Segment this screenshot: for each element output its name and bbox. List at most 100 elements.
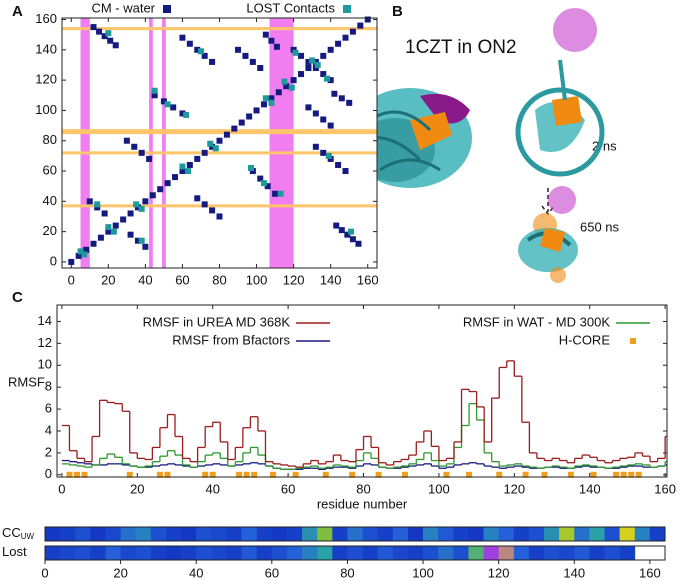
heat-cell: [407, 546, 424, 560]
contact-point: [288, 84, 295, 91]
contact-point: [327, 122, 334, 129]
core-marker: [590, 471, 597, 478]
contact-point: [170, 104, 177, 111]
contact-point: [248, 165, 254, 171]
y-tick-label: 0: [45, 466, 52, 481]
contact-point: [305, 58, 312, 65]
heat-cell: [241, 527, 258, 541]
core-marker: [628, 471, 635, 478]
heat-cell: [574, 546, 590, 560]
core-marker: [156, 471, 163, 478]
x-tick-label: 40: [205, 481, 219, 496]
contact-point: [194, 46, 201, 53]
heat-cell: [241, 546, 258, 560]
core-marker: [209, 471, 216, 478]
contact-point: [298, 71, 305, 78]
contact-point: [164, 101, 171, 108]
contact-point: [260, 101, 267, 108]
heat-cell: [286, 527, 303, 541]
x-tick-label: 60: [175, 272, 189, 287]
contact-point: [112, 222, 119, 229]
contact-point: [335, 161, 342, 168]
contact-point: [83, 246, 90, 253]
rmsf-step-riser: [68, 360, 666, 468]
heat-cell: [377, 546, 394, 560]
heat-cell: [256, 527, 273, 541]
contact-point: [142, 198, 149, 205]
contact-point: [342, 168, 349, 175]
contact-point: [179, 110, 186, 117]
contact-point: [123, 137, 130, 144]
contact-point: [131, 143, 138, 150]
x-tick-label: 140: [579, 481, 601, 496]
contact-point: [246, 113, 253, 120]
core-marker: [613, 471, 620, 478]
contact-point: [349, 28, 356, 35]
plot-frame: [56, 304, 668, 478]
contact-point: [94, 204, 101, 211]
contact-point: [338, 95, 345, 102]
heat-cell: [75, 546, 91, 560]
y-tick-label: 100: [35, 102, 57, 117]
heat-cell: [468, 546, 484, 560]
heat-cell: [165, 546, 182, 560]
core-marker: [164, 471, 171, 478]
contact-point: [357, 22, 364, 29]
contact-point: [249, 168, 256, 175]
contact-point: [290, 46, 297, 53]
y-tick-label: 160: [35, 11, 57, 26]
x-tick-label: 100: [246, 272, 268, 287]
contact-point: [312, 58, 319, 65]
contact-point: [264, 183, 271, 190]
x-tick-label: 160: [639, 565, 661, 580]
contact-point: [292, 49, 299, 56]
contact-point: [138, 149, 145, 156]
contact-point: [107, 37, 114, 44]
heat-cell: [317, 527, 333, 541]
x-tick-label: 60: [281, 481, 295, 496]
y-tick-label: 20: [43, 223, 57, 238]
contact-point: [320, 52, 327, 59]
heat-cell: [513, 527, 530, 541]
highlight-band: [80, 18, 90, 268]
contact-point: [272, 190, 279, 197]
contact-point: [268, 95, 275, 102]
contact-point: [216, 137, 223, 144]
heat-cell: [196, 527, 212, 541]
core-marker: [236, 471, 243, 478]
x-tick-label: 120: [503, 481, 525, 496]
contact-point: [179, 163, 186, 170]
contact-point: [207, 140, 214, 147]
contact-point: [320, 149, 327, 156]
x-axis-label: residue number: [317, 496, 408, 511]
row-label-sub: UW: [21, 532, 35, 541]
core-marker: [126, 471, 133, 478]
contact-point: [231, 125, 238, 132]
contact-point: [283, 83, 290, 90]
x-tick-label: 120: [283, 272, 305, 287]
contact-point: [320, 116, 327, 123]
heat-cell: [60, 546, 76, 560]
contact-point: [327, 77, 334, 84]
x-tick-label: 80: [340, 565, 354, 580]
contact-point: [105, 228, 112, 235]
row-label: Lost: [2, 544, 27, 559]
y-tick-label: 8: [45, 379, 52, 394]
heat-cell: [634, 527, 651, 541]
contact-point: [172, 174, 179, 181]
heat-cell: [181, 527, 197, 541]
y-tick-label: 12: [38, 335, 52, 350]
contact-point: [133, 201, 140, 208]
contact-point: [77, 248, 84, 255]
y-tick-label: 80: [43, 132, 57, 147]
core-marker: [620, 471, 627, 478]
contact-point: [346, 99, 353, 106]
legend-label: RMSF in WAT - MD 300K: [463, 314, 610, 329]
legend-swatch: [343, 5, 351, 13]
legend-label: RMSF from Bfactors: [172, 332, 290, 347]
x-tick-label: 0: [41, 565, 48, 580]
contact-point: [201, 52, 208, 59]
core-marker: [541, 471, 548, 478]
contact-point: [194, 155, 201, 162]
core-marker: [349, 471, 356, 478]
